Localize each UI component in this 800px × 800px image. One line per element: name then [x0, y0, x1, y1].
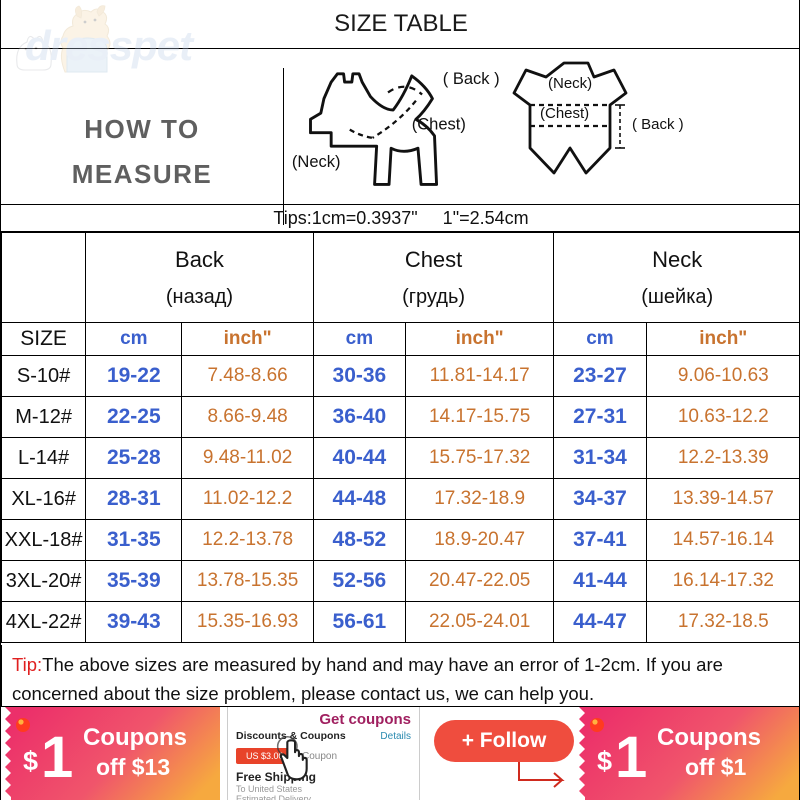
svg-text:(Neck): (Neck): [292, 152, 341, 171]
svg-text:(Neck): (Neck): [548, 75, 592, 92]
svg-text:( Back ): ( Back ): [443, 69, 500, 88]
svg-text:( Back ): ( Back ): [632, 116, 684, 133]
svg-text:Coupons: Coupons: [657, 724, 761, 751]
svg-text:$: $: [23, 746, 38, 776]
svg-text:(Chest): (Chest): [540, 105, 589, 122]
svg-text:off $1: off $1: [685, 754, 747, 780]
svg-text:$: $: [597, 746, 612, 776]
svg-text:(Chest): (Chest): [412, 115, 466, 134]
svg-text:1: 1: [615, 725, 647, 790]
svg-text:Coupons: Coupons: [83, 724, 187, 751]
svg-text:off $13: off $13: [96, 754, 170, 780]
svg-text:1: 1: [41, 725, 73, 790]
